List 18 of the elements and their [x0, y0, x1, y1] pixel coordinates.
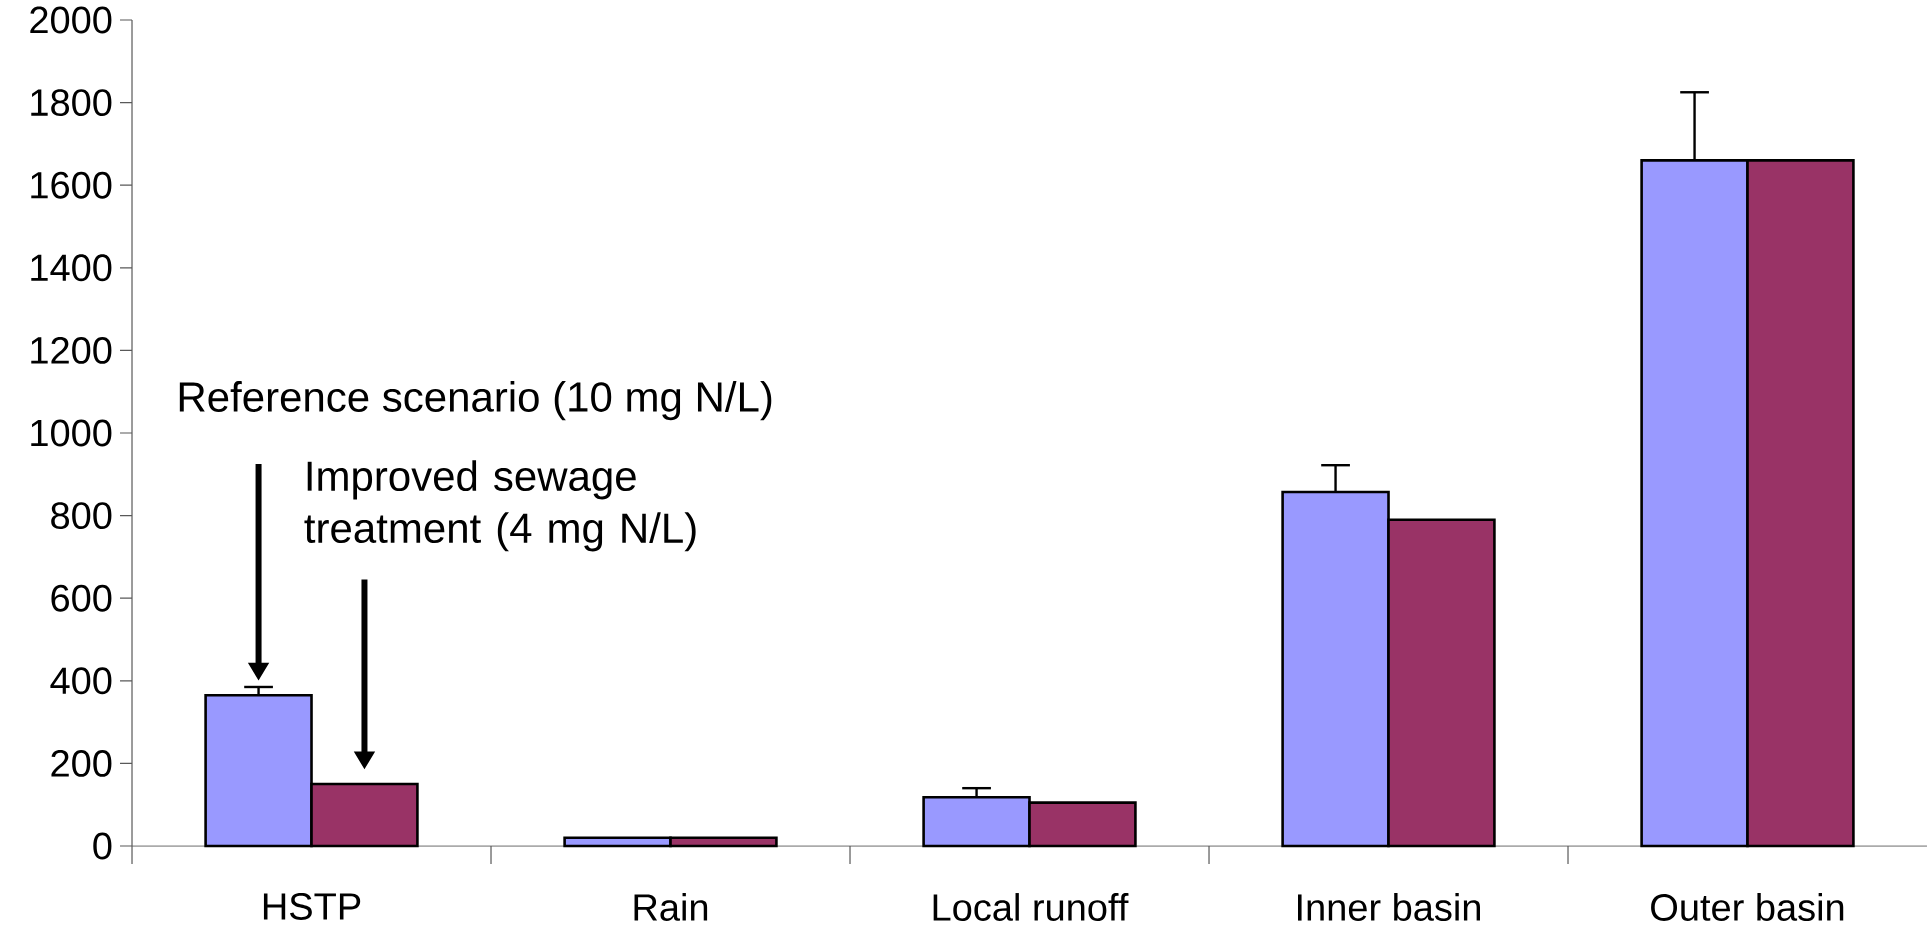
y-tick-label: 2000: [30, 6, 112, 34]
y-tick-label: 800: [51, 502, 112, 530]
x-tick-label: Local runoff: [933, 893, 1129, 921]
y-tick-label: 1400: [31, 254, 112, 282]
x-tick-label: Outer basin: [1651, 893, 1844, 921]
y-tick-label: 1600: [31, 171, 112, 199]
x-tick-label: HSTP: [263, 893, 361, 920]
annotation: Improved sewage treatment (4 mg N/L): [304, 460, 696, 552]
y-tick-label: 0: [93, 832, 112, 860]
annotation: Reference scenario (10 mg N/L): [179, 381, 772, 421]
y-tick-label: 1200: [31, 336, 112, 364]
y-tick-label: 600: [51, 584, 112, 612]
y-tick-label: 1000: [31, 419, 112, 447]
x-tick-label: Inner basin: [1298, 893, 1480, 921]
y-tick-label: 200: [51, 749, 112, 777]
y-tick-label: 1800: [31, 89, 112, 117]
y-tick-label: 400: [50, 667, 112, 695]
x-tick-label: Rain: [634, 893, 708, 921]
